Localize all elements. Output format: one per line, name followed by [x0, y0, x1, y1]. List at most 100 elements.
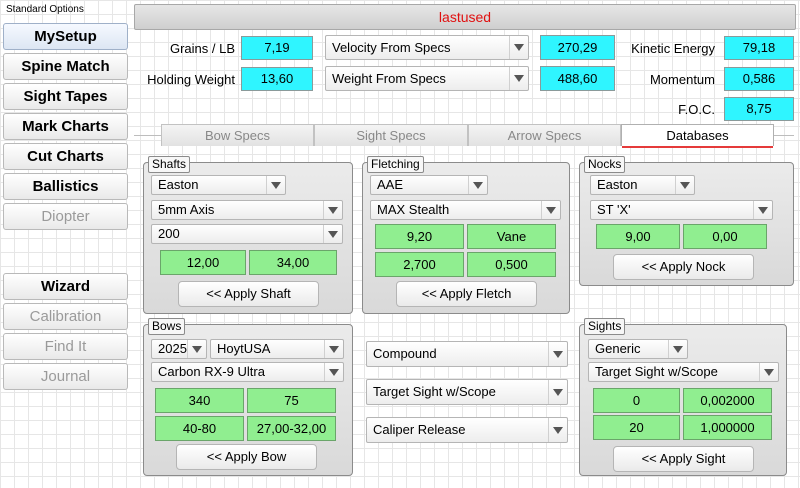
bow-type-label: Compound	[373, 346, 437, 361]
shaft-maker-label: Easton	[158, 177, 199, 192]
nock-maker-label: Easton	[597, 177, 638, 192]
bow-year-label: 2025	[158, 341, 187, 356]
chevron-down-icon	[323, 201, 342, 219]
fletch-maker-label: AAE	[377, 177, 404, 192]
chevron-down-icon	[324, 340, 343, 358]
bow-maker-select[interactable]: HoytUSA	[210, 339, 344, 359]
chevron-down-icon	[324, 363, 343, 381]
bows-group-title: Bows	[148, 318, 186, 335]
foc-label: F.O.C.	[678, 102, 715, 117]
tab-databases[interactable]: Databases	[621, 124, 774, 148]
chevron-down-icon	[675, 176, 694, 194]
foc-value: 8,75	[724, 97, 794, 121]
sights-group-title: Sights	[584, 318, 626, 335]
chevron-down-icon	[753, 201, 772, 219]
bow-value-1: 340	[155, 388, 244, 413]
sight-maker-select[interactable]: Generic	[588, 339, 688, 359]
sight-value-2: 0,002000	[683, 388, 772, 413]
sidebar-item-diopter[interactable]: Diopter	[3, 203, 128, 230]
tab-databases-label: Databases	[666, 128, 729, 143]
shaft-model-select[interactable]: 5mm Axis	[151, 200, 343, 220]
weight-source-label: Weight From Specs	[332, 71, 446, 86]
chevron-down-icon	[509, 36, 528, 59]
nock-value-2: 0,00	[683, 224, 767, 249]
chevron-down-icon	[759, 363, 778, 381]
shaft-maker-select[interactable]: Easton	[151, 175, 286, 195]
sidebar-item-calibration[interactable]: Calibration	[3, 303, 128, 330]
momentum-value: 0,586	[724, 67, 794, 91]
sight-model-select[interactable]: Target Sight w/Scope	[588, 362, 779, 382]
chevron-down-icon	[548, 342, 567, 366]
sidebar-item-journal[interactable]: Journal	[3, 363, 128, 390]
bow-maker-label: HoytUSA	[217, 341, 271, 356]
sidebar-item-cut-charts[interactable]: Cut Charts	[3, 143, 128, 170]
release-type-select[interactable]: Caliper Release	[366, 417, 568, 443]
sidebar-item-ballistics[interactable]: Ballistics	[3, 173, 128, 200]
setup-name-bar[interactable]: lastused	[134, 4, 796, 30]
shafts-group-title: Shafts	[148, 156, 191, 173]
apply-sight-button[interactable]: << Apply Sight	[613, 446, 754, 472]
kinetic-energy-label: Kinetic Energy	[631, 41, 715, 56]
apply-bow-button[interactable]: << Apply Bow	[176, 444, 317, 470]
bow-year-select[interactable]: 2025	[151, 339, 207, 359]
sidebar-item-find-it[interactable]: Find It	[3, 333, 128, 360]
sight-value-4: 1,000000	[683, 415, 772, 440]
shaft-spine-select[interactable]: 200	[151, 224, 343, 244]
grains-per-lb-label: Grains / LB	[169, 41, 235, 56]
release-type-label: Caliper Release	[373, 422, 466, 437]
sight-value-3: 20	[593, 415, 680, 440]
nock-value-1: 9,00	[596, 224, 680, 249]
shaft-value-2: 34,00	[249, 250, 337, 275]
apply-nock-button[interactable]: << Apply Nock	[613, 254, 754, 280]
bow-value-4: 27,00-32,00	[247, 416, 336, 441]
fletch-value-3: 2,700	[375, 252, 464, 277]
tab-arrow-specs[interactable]: Arrow Specs	[468, 124, 621, 146]
velocity-value: 270,29	[540, 35, 615, 60]
apply-shaft-button[interactable]: << Apply Shaft	[178, 281, 319, 307]
sight-value-1: 0	[593, 388, 680, 413]
grains-per-lb-value: 7,19	[241, 36, 313, 60]
velocity-source-label: Velocity From Specs	[332, 40, 451, 55]
tab-sight-specs[interactable]: Sight Specs	[314, 124, 468, 146]
bow-model-select[interactable]: Carbon RX-9 Ultra	[151, 362, 344, 382]
sidebar-item-spine-match[interactable]: Spine Match	[3, 53, 128, 80]
sight-model-label: Target Sight w/Scope	[595, 364, 718, 379]
fletch-value-2: Vane	[467, 224, 556, 249]
shaft-value-1: 12,00	[160, 250, 246, 275]
bow-model-label: Carbon RX-9 Ultra	[158, 364, 265, 379]
sidebar-item-mark-charts[interactable]: Mark Charts	[3, 113, 128, 140]
holding-weight-label: Holding Weight	[147, 72, 235, 87]
nock-maker-select[interactable]: Easton	[590, 175, 695, 195]
active-tab-underline	[622, 146, 773, 148]
sidebar-item-wizard[interactable]: Wizard	[3, 273, 128, 300]
chevron-down-icon	[468, 176, 487, 194]
sidebar-item-sight-tapes[interactable]: Sight Tapes	[3, 83, 128, 110]
apply-fletch-button[interactable]: << Apply Fletch	[396, 281, 537, 307]
fletch-model-select[interactable]: MAX Stealth	[370, 200, 561, 220]
fletch-value-1: 9,20	[375, 224, 464, 249]
chevron-down-icon	[541, 201, 560, 219]
sidebar-item-mysetup[interactable]: MySetup	[3, 23, 128, 50]
momentum-label: Momentum	[649, 72, 715, 87]
nock-model-select[interactable]: ST 'X'	[590, 200, 773, 220]
tab-bow-specs[interactable]: Bow Specs	[161, 124, 314, 146]
nock-model-label: ST 'X'	[597, 202, 631, 217]
chevron-down-icon	[266, 176, 285, 194]
chevron-down-icon	[668, 340, 687, 358]
bow-type-select[interactable]: Compound	[366, 341, 568, 367]
shaft-model-label: 5mm Axis	[158, 202, 215, 217]
chevron-down-icon	[548, 418, 567, 442]
fletch-value-4: 0,500	[467, 252, 556, 277]
bow-value-2: 75	[247, 388, 336, 413]
velocity-source-select[interactable]: Velocity From Specs	[325, 35, 529, 60]
sight-maker-label: Generic	[595, 341, 641, 356]
sight-type-label: Target Sight w/Scope	[373, 384, 496, 399]
bow-value-3: 40-80	[155, 416, 244, 441]
chevron-down-icon	[548, 380, 567, 404]
chevron-down-icon	[187, 340, 206, 358]
fletch-maker-select[interactable]: AAE	[370, 175, 488, 195]
shaft-spine-label: 200	[158, 226, 180, 241]
weight-source-select[interactable]: Weight From Specs	[325, 66, 529, 91]
sight-type-select[interactable]: Target Sight w/Scope	[366, 379, 568, 405]
sidebar-title: Standard Options	[6, 4, 84, 15]
